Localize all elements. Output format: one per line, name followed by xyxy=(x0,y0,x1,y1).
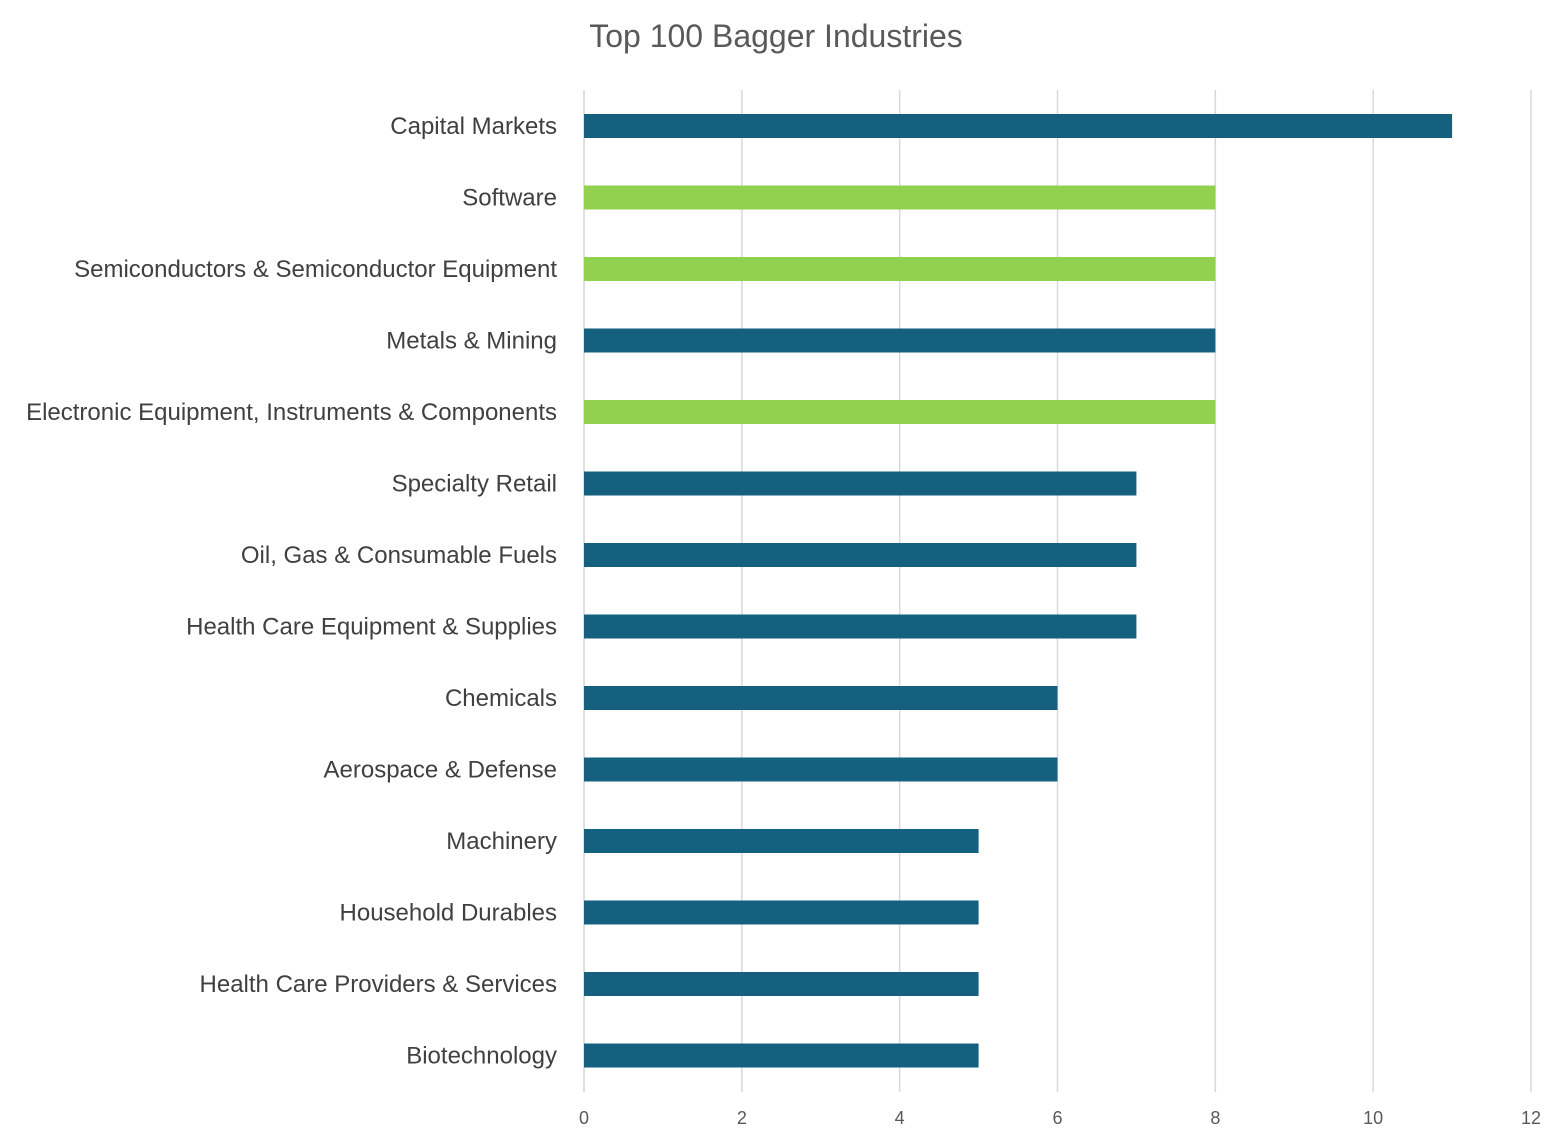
category-label-5: Specialty Retail xyxy=(392,471,557,498)
category-label-10: Machinery xyxy=(446,828,557,855)
category-label-11: Household Durables xyxy=(340,900,557,927)
bar-7 xyxy=(584,614,1137,639)
bar-13 xyxy=(584,1043,979,1068)
bar-12 xyxy=(584,972,979,996)
category-label-7: Health Care Equipment & Supplies xyxy=(186,614,557,641)
category-label-1: Software xyxy=(462,185,557,212)
category-label-6: Oil, Gas & Consumable Fuels xyxy=(241,542,557,569)
bar-10 xyxy=(584,829,979,853)
category-label-2: Semiconductors & Semiconductor Equipment xyxy=(74,256,557,283)
bar-6 xyxy=(584,543,1137,567)
bar-0 xyxy=(584,114,1453,138)
category-label-3: Metals & Mining xyxy=(386,328,557,355)
bar-5 xyxy=(584,471,1137,496)
bar-9 xyxy=(584,757,1058,782)
x-tick-label-0: 0 xyxy=(579,1108,589,1128)
x-tick-label-12: 12 xyxy=(1521,1108,1541,1128)
category-label-12: Health Care Providers & Services xyxy=(200,971,557,998)
bar-4 xyxy=(584,400,1216,424)
bar-2 xyxy=(584,257,1216,281)
x-tick-label-4: 4 xyxy=(895,1108,905,1128)
category-label-4: Electronic Equipment, Instruments & Comp… xyxy=(26,399,557,426)
bar-8 xyxy=(584,686,1058,710)
category-label-13: Biotechnology xyxy=(406,1043,557,1070)
bar-1 xyxy=(584,185,1216,210)
category-label-8: Chemicals xyxy=(445,685,557,712)
bar-3 xyxy=(584,328,1216,353)
chart-title: Top 100 Bagger Industries xyxy=(589,18,963,54)
category-label-9: Aerospace & Defense xyxy=(324,757,557,784)
bar-11 xyxy=(584,900,979,925)
x-tick-label-2: 2 xyxy=(737,1108,747,1128)
x-tick-label-10: 10 xyxy=(1363,1108,1383,1128)
category-label-0: Capital Markets xyxy=(390,113,557,140)
x-tick-label-8: 8 xyxy=(1210,1108,1220,1128)
x-tick-label-6: 6 xyxy=(1052,1108,1062,1128)
